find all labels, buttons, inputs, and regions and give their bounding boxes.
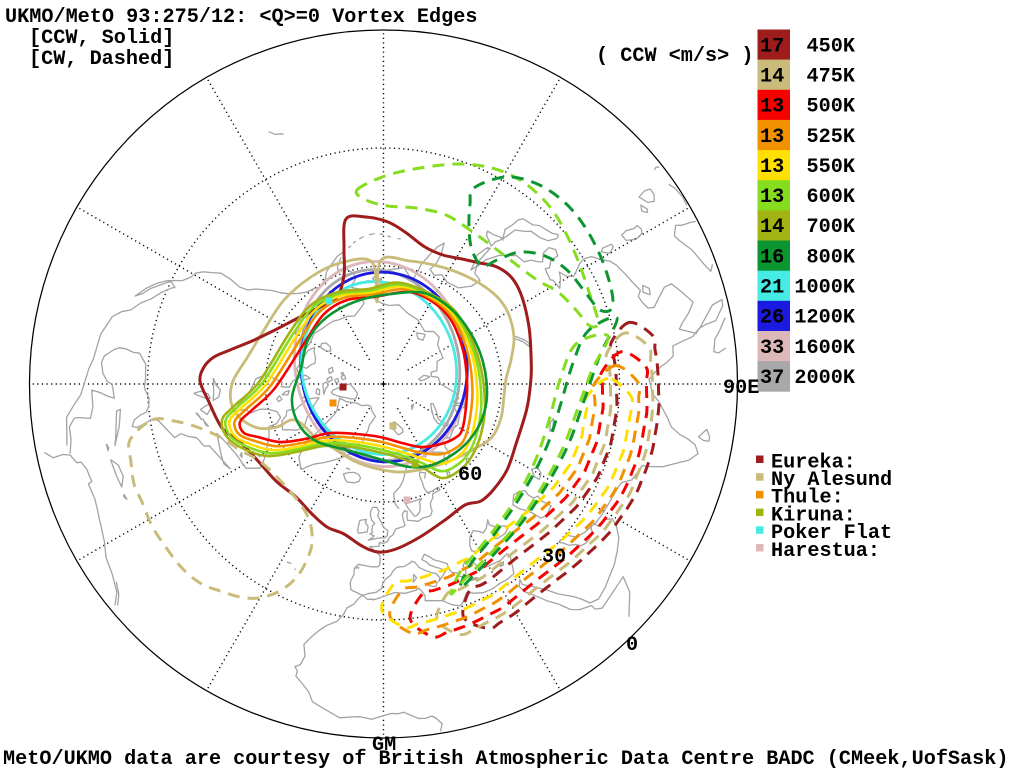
svg-text:550K: 550K (807, 156, 856, 179)
svg-text:UKMO/MetO 93:275/12: <Q>=0 Vor: UKMO/MetO 93:275/12: <Q>=0 Vortex Edges (5, 6, 477, 29)
svg-text:500K: 500K (807, 96, 856, 119)
svg-text:GM: GM (372, 734, 396, 757)
svg-text:16: 16 (760, 246, 784, 269)
svg-text:30: 30 (542, 546, 566, 569)
svg-text:33: 33 (760, 337, 784, 360)
svg-text:1600K: 1600K (794, 337, 855, 360)
svg-text:14: 14 (760, 216, 784, 239)
svg-text:Kiruna:: Kiruna: (771, 504, 856, 527)
svg-text:700K: 700K (807, 216, 856, 239)
svg-text:( CCW <m/s> ): ( CCW <m/s> ) (596, 45, 754, 68)
svg-text:0: 0 (626, 634, 638, 657)
svg-text:MetO/UKMO data are courtesy of: MetO/UKMO data are courtesy of British A… (3, 748, 1009, 768)
svg-text:2000K: 2000K (794, 367, 855, 390)
svg-text:21: 21 (760, 277, 784, 300)
svg-text:800K: 800K (807, 246, 856, 269)
svg-text:525K: 525K (807, 126, 856, 149)
svg-text:13: 13 (760, 126, 784, 149)
svg-text:450K: 450K (807, 35, 856, 58)
svg-text:Harestua:: Harestua: (771, 540, 880, 563)
svg-text:Thule:: Thule: (771, 487, 844, 510)
svg-text:14: 14 (760, 65, 784, 88)
svg-text:1200K: 1200K (794, 307, 855, 330)
svg-text:26: 26 (760, 307, 784, 330)
svg-text:Ny Alesund: Ny Alesund (771, 469, 892, 492)
svg-text:13: 13 (760, 96, 784, 119)
svg-text:13: 13 (760, 156, 784, 179)
svg-text:600K: 600K (807, 186, 856, 209)
svg-text:17: 17 (760, 35, 784, 58)
svg-text:475K: 475K (807, 65, 856, 88)
svg-text:Poker Flat: Poker Flat (771, 522, 892, 545)
svg-text:[CCW, Solid]: [CCW, Solid] (29, 27, 174, 50)
svg-text:60: 60 (458, 464, 482, 487)
svg-text:37: 37 (760, 367, 784, 390)
svg-text:13: 13 (760, 186, 784, 209)
svg-text:1000K: 1000K (794, 277, 855, 300)
svg-text:Eureka:: Eureka: (771, 451, 856, 474)
svg-text:[CW, Dashed]: [CW, Dashed] (29, 48, 174, 71)
svg-text:90E: 90E (723, 377, 759, 400)
